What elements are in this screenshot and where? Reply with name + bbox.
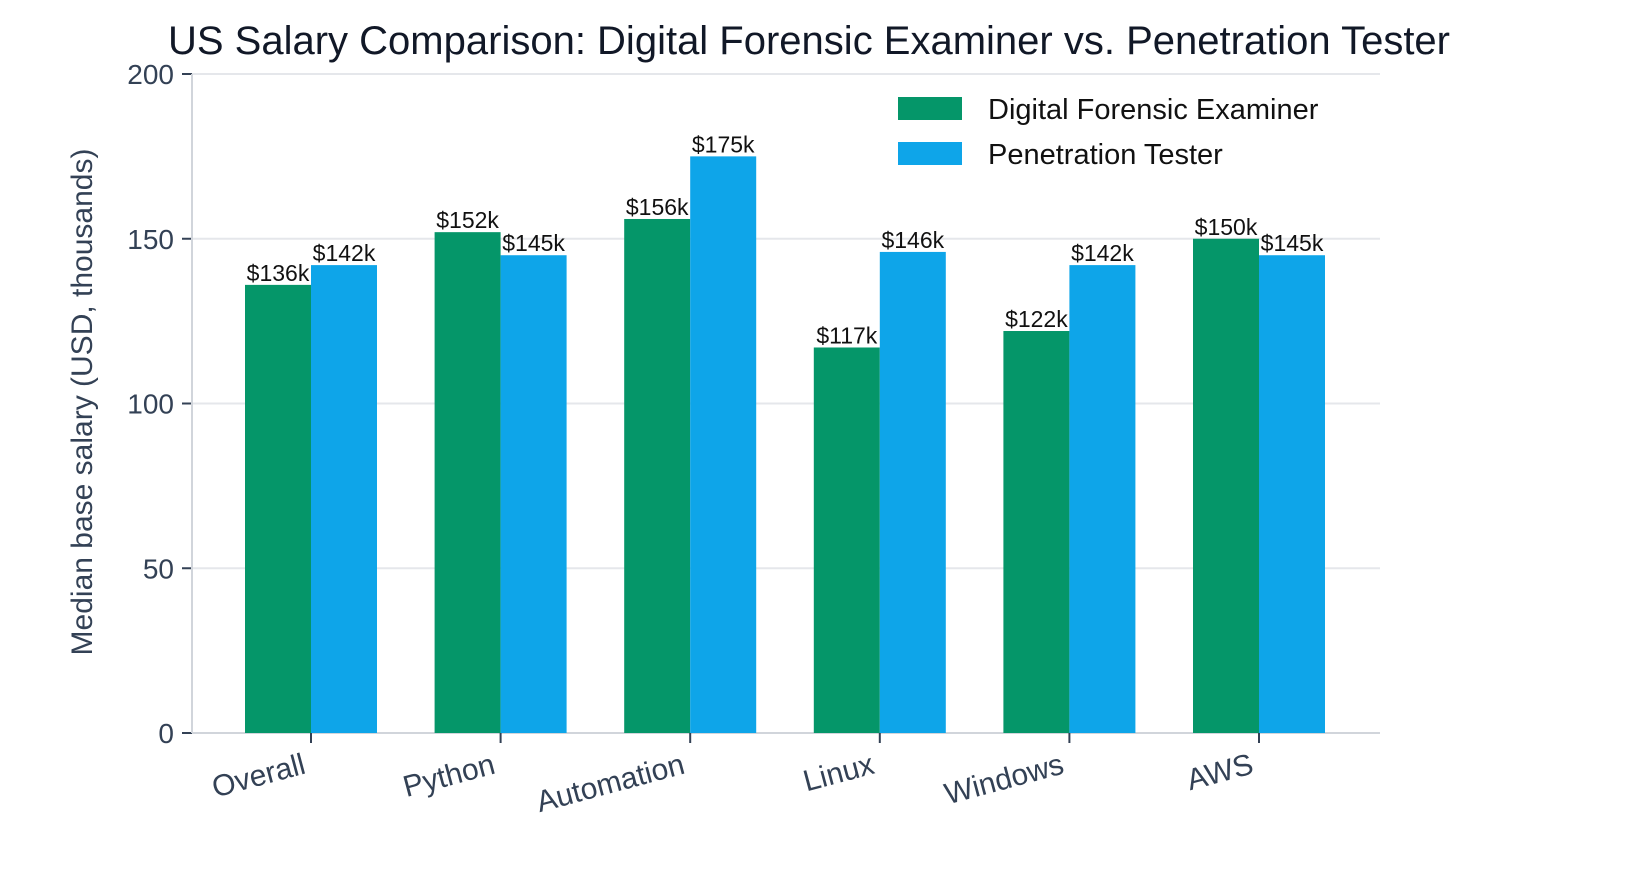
- data-label: $175k: [692, 131, 755, 157]
- y-tick-label: 50: [143, 553, 174, 584]
- x-tick-label: Automation: [533, 748, 688, 819]
- data-label: $142k: [1071, 240, 1134, 266]
- legend-swatch: [898, 142, 962, 165]
- chart-title: US Salary Comparison: Digital Forensic E…: [168, 19, 1450, 63]
- x-tick-label: Linux: [800, 748, 878, 798]
- bar-penetration-tester: [1259, 255, 1325, 733]
- bar-penetration-tester: [1069, 265, 1136, 733]
- data-label: $150k: [1195, 214, 1258, 240]
- y-tick-label: 100: [127, 389, 174, 420]
- data-label: $145k: [1261, 230, 1324, 256]
- data-label: $145k: [502, 230, 565, 256]
- data-label: $146k: [881, 227, 944, 253]
- bar-penetration-tester: [311, 265, 377, 733]
- x-tick-label: AWS: [1183, 748, 1256, 797]
- x-tick-label: Python: [400, 748, 499, 804]
- bar-digital-forensic-examiner: [245, 284, 311, 733]
- data-label: $117k: [816, 322, 877, 348]
- data-label: $156k: [626, 194, 689, 220]
- data-label: $142k: [313, 240, 376, 266]
- x-tick-label: Overall: [208, 748, 308, 804]
- bar-digital-forensic-examiner: [434, 232, 501, 733]
- y-axis-title: Median base salary (USD, thousands): [66, 149, 99, 656]
- data-labels: $136k$142k$152k$145k$156k$175k$117k$146k…: [247, 131, 1324, 348]
- legend: Digital Forensic Examiner Penetration Tes…: [898, 94, 1319, 171]
- y-tick-label: 0: [158, 718, 174, 749]
- bar-penetration-tester: [690, 156, 757, 733]
- x-tick-label: Windows: [941, 748, 1067, 811]
- bar-digital-forensic-examiner: [1193, 238, 1259, 733]
- y-tick-label: 200: [127, 59, 174, 90]
- gridlines: [192, 73, 1380, 570]
- legend-label: Digital Forensic Examiner: [988, 94, 1319, 126]
- bar-penetration-tester: [500, 255, 567, 733]
- legend-label: Penetration Tester: [988, 139, 1223, 171]
- legend-swatch: [898, 97, 962, 120]
- data-label: $122k: [1005, 306, 1068, 332]
- bar-digital-forensic-examiner: [624, 218, 691, 734]
- bar-digital-forensic-examiner: [1003, 331, 1070, 733]
- bars: [245, 156, 1325, 734]
- y-tick-label: 150: [127, 224, 174, 255]
- bar-penetration-tester: [879, 251, 946, 733]
- bar-digital-forensic-examiner: [813, 347, 880, 733]
- data-label: $136k: [247, 260, 310, 286]
- data-label: $152k: [436, 207, 499, 233]
